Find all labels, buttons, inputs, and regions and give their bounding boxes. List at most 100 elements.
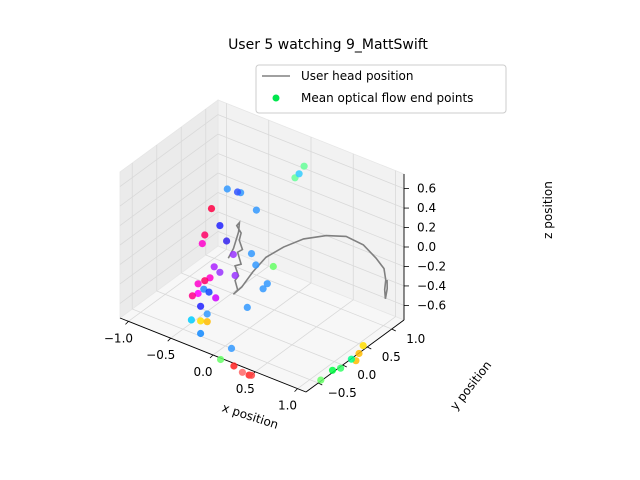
flow-point xyxy=(231,271,239,280)
flow-point xyxy=(210,263,218,271)
tick-mark xyxy=(367,346,372,350)
flow-point xyxy=(359,342,367,350)
tick-mark xyxy=(294,388,298,392)
grid-z-back xyxy=(217,172,405,248)
x-axis-label: x position xyxy=(220,401,280,432)
grid-y-floor xyxy=(156,290,343,366)
grid-z-left xyxy=(119,211,219,285)
flow-point xyxy=(247,250,256,258)
flow-point xyxy=(203,310,211,318)
grid-z-back xyxy=(217,114,405,189)
grid-x-floor xyxy=(297,316,396,389)
flow-point xyxy=(207,205,216,213)
z-tick-label: 0.6 xyxy=(417,182,436,196)
grid-z-back xyxy=(217,153,405,228)
legend-label-head: User head position xyxy=(301,69,413,83)
flow-point xyxy=(188,292,196,300)
y-tick-label: 1.0 xyxy=(406,332,425,346)
flow-point xyxy=(252,206,260,214)
y-tick-label: −0.5 xyxy=(328,386,357,400)
flow-point xyxy=(295,170,303,178)
z-tick-label: 0.0 xyxy=(417,240,436,254)
flow-point xyxy=(216,222,224,230)
flow-point xyxy=(337,364,345,372)
flow-point xyxy=(247,371,256,379)
x-tick-label: 0.0 xyxy=(193,365,212,379)
x-tick-label: −0.5 xyxy=(146,348,175,362)
flow-point xyxy=(201,277,209,285)
grid-x-floor xyxy=(128,249,227,322)
chart-title: User 5 watching 9_MattSwift xyxy=(228,37,428,53)
z-tick-label: −0.4 xyxy=(417,279,446,293)
z-tick-label: 0.2 xyxy=(417,221,436,235)
flow-point xyxy=(233,188,242,196)
flow-point xyxy=(230,362,238,370)
flow-point xyxy=(203,318,211,326)
flow-point xyxy=(197,329,205,338)
flow-point xyxy=(205,288,213,296)
z-tick-label: −0.2 xyxy=(417,259,446,273)
head-position-line xyxy=(227,220,389,299)
flow-point xyxy=(227,344,236,352)
flow-point xyxy=(229,250,237,259)
flow-points xyxy=(187,162,367,384)
grid-y-floor xyxy=(205,254,392,330)
flow-point xyxy=(201,231,209,239)
flow-point xyxy=(238,368,246,376)
flow-point xyxy=(328,366,337,374)
flow-point xyxy=(194,280,202,288)
grid-y-floor xyxy=(181,272,368,348)
z-tick-label: 0.4 xyxy=(417,201,436,215)
flow-point xyxy=(187,316,195,324)
head-position-path xyxy=(227,220,389,299)
tick-mark xyxy=(125,321,129,325)
z-tick-label: −0.6 xyxy=(417,298,446,312)
flow-point xyxy=(212,294,220,302)
y-tick-label: 0.5 xyxy=(382,350,401,364)
flow-point xyxy=(194,289,202,298)
flow-point xyxy=(259,285,267,293)
tick-mark xyxy=(391,328,396,332)
flow-point xyxy=(217,355,225,364)
flow-point xyxy=(243,303,251,311)
flow-point xyxy=(216,268,224,276)
x-tick-label: 0.5 xyxy=(236,382,255,396)
grid-z-left xyxy=(119,192,219,265)
flow-point xyxy=(300,162,308,170)
grid-z-left xyxy=(119,153,219,226)
tick-labels: −1.0−0.50.00.51.0−0.50.00.51.0−0.6−0.4−0… xyxy=(104,182,446,413)
flow-point xyxy=(198,240,206,248)
grid-x-floor xyxy=(255,299,354,373)
x-tick-label: −1.0 xyxy=(104,331,133,345)
tick-mark xyxy=(167,337,172,342)
flow-point xyxy=(269,262,277,271)
grid-z-left xyxy=(119,114,219,187)
tick-mark xyxy=(209,354,214,359)
tick-mark xyxy=(318,382,323,386)
grid-x-floor xyxy=(212,282,312,356)
flow-point xyxy=(263,280,271,288)
grid-z-left xyxy=(119,133,219,207)
y-tick-label: 0.0 xyxy=(357,368,376,382)
grid-z-back xyxy=(217,211,405,287)
flow-point xyxy=(317,376,325,384)
flow-point xyxy=(197,302,205,310)
grid-z-left xyxy=(119,172,219,246)
grid-x-floor xyxy=(170,265,269,339)
z-axis-label: z position xyxy=(541,181,555,239)
legend-label-flow: Mean optical flow end points xyxy=(301,91,473,105)
flow-point xyxy=(197,317,205,325)
legend-marker-swatch xyxy=(272,94,280,102)
y-axis-label: y position xyxy=(447,358,494,413)
flow-point xyxy=(347,355,355,363)
flow-point xyxy=(355,349,363,358)
legend-box xyxy=(255,64,507,114)
grid-z-back xyxy=(217,231,405,306)
grid-z-back xyxy=(217,133,405,209)
x-tick-label: 1.0 xyxy=(278,399,297,413)
flow-point xyxy=(223,185,231,193)
flow-point xyxy=(252,261,260,269)
flow-point xyxy=(223,237,231,245)
tick-mark xyxy=(342,364,347,368)
